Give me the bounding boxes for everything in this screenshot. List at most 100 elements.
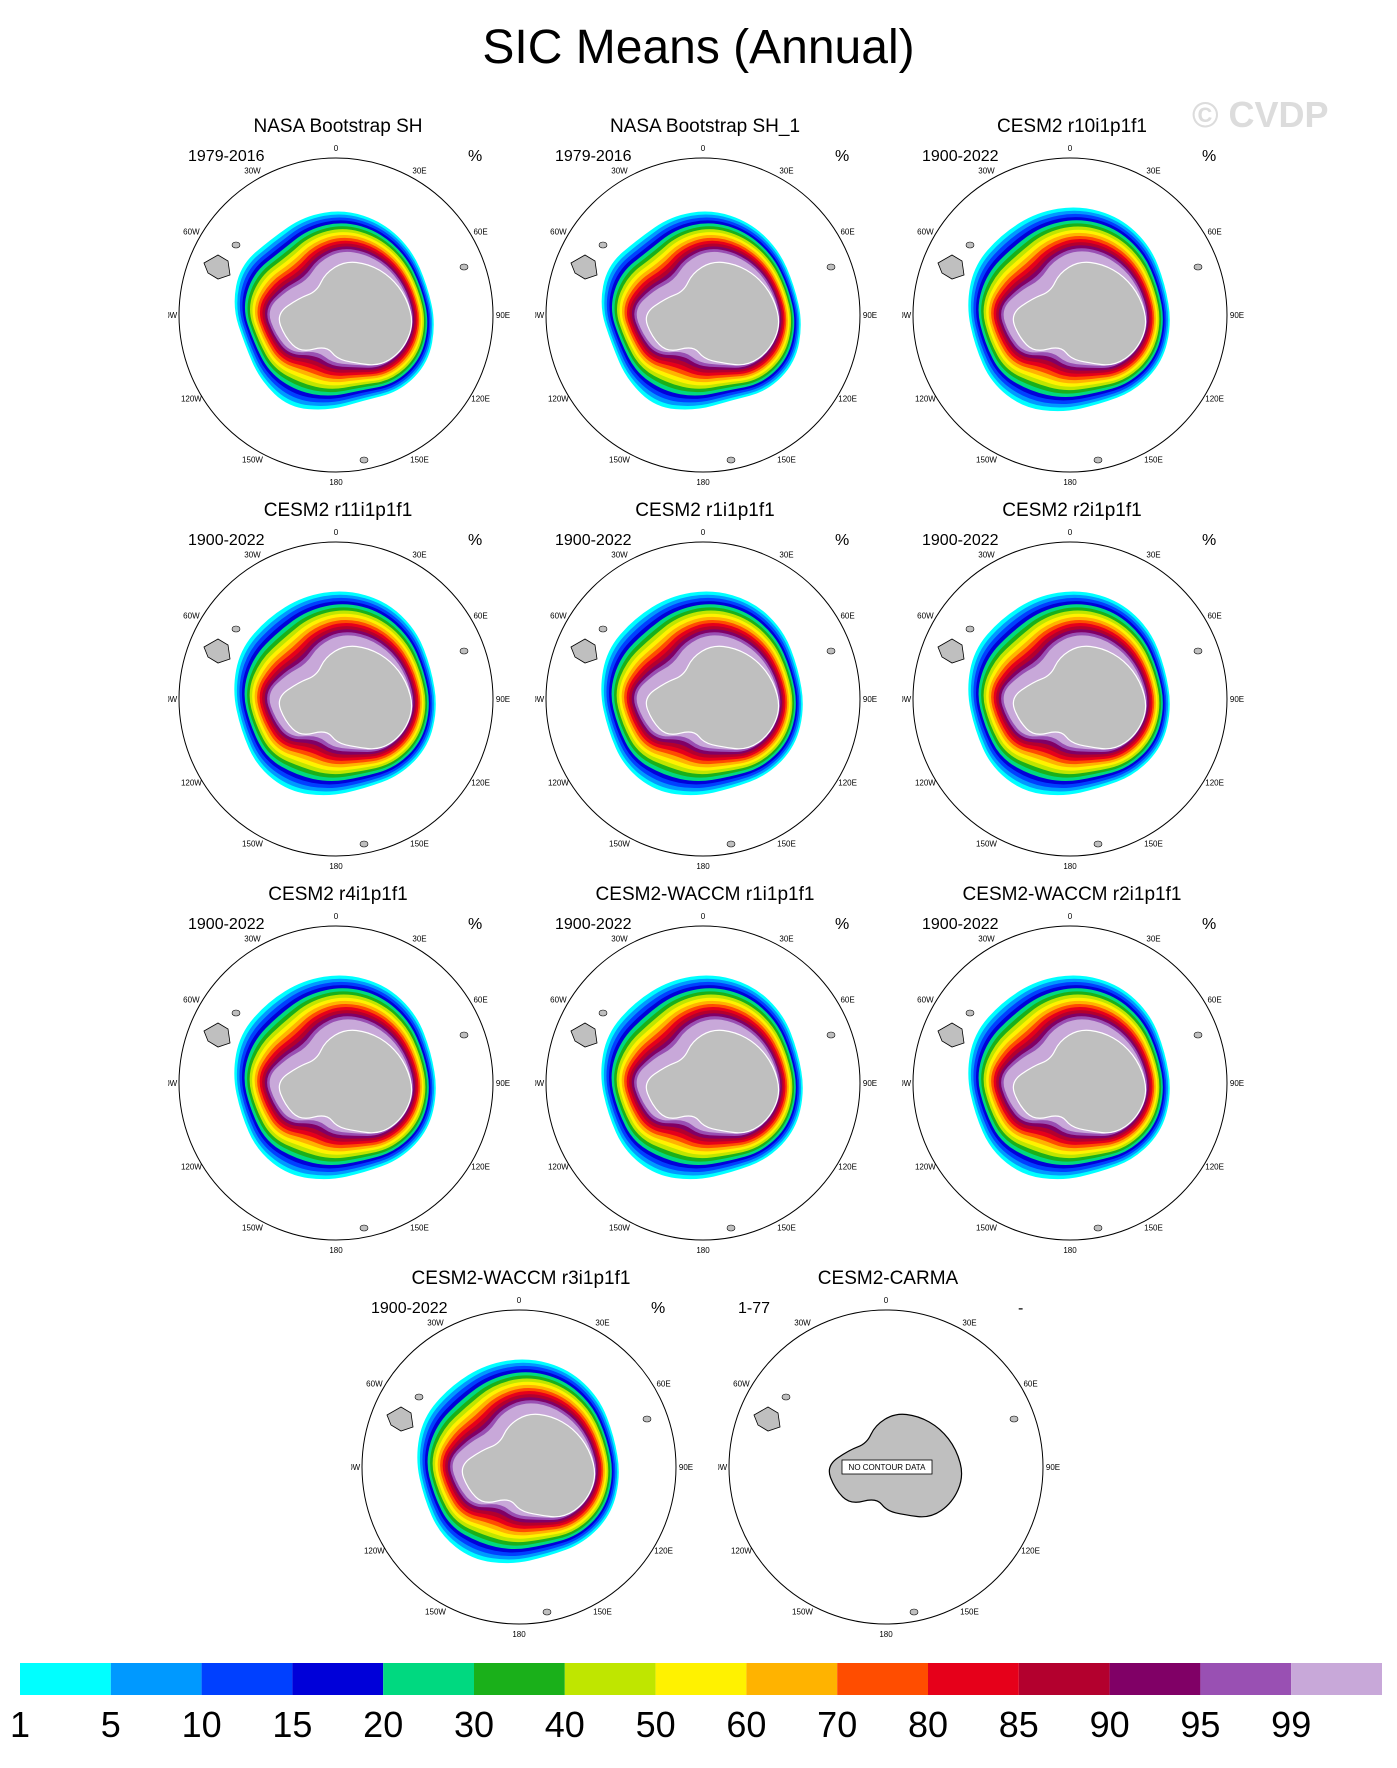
longitude-label: 0 — [884, 1296, 889, 1305]
antarctica-landmass — [1012, 645, 1147, 750]
south-america-tip — [570, 638, 598, 664]
longitude-label: 120E — [471, 395, 490, 404]
longitude-label: 30W — [611, 550, 628, 559]
polar-map: 0 30E 60E 90E 120E 150E 180 150W 120W 90W 60W 30W — [168, 912, 510, 1255]
polar-map: 0 30E 60E 90E 120E 150E 180 150W 120W 90W 60W 30W — [168, 144, 510, 487]
map-panel: 0 30E 60E 90E 120E 150E 180 150W 120W 90W 60W 30W NA… — [168, 116, 528, 487]
longitude-label: 120W — [364, 1547, 385, 1556]
panel-period: 1900-2022 — [188, 916, 265, 933]
longitude-label: 30W — [244, 550, 261, 559]
longitude-label: 120E — [1205, 779, 1224, 788]
south-america-tip — [203, 1022, 231, 1048]
longitude-label: 120W — [548, 779, 569, 788]
longitude-label: 120E — [1021, 1547, 1040, 1556]
polar-map: 0 30E 60E 90E 120E 150E 180 150W 120W 90W 60W 30W — [535, 912, 877, 1255]
longitude-label: 90W — [535, 1079, 545, 1088]
island — [598, 625, 608, 633]
longitude-label: 60W — [917, 612, 934, 621]
island — [642, 1415, 652, 1423]
colorbar-label: 60 — [726, 1704, 766, 1745]
longitude-label: 150W — [609, 456, 630, 465]
longitude-label: 60E — [840, 996, 854, 1005]
panel-title: CESM2-WACCM r1i1p1f1 — [595, 884, 815, 905]
watermark-text: © CVDP — [1192, 94, 1329, 135]
longitude-label: 150W — [425, 1608, 446, 1617]
island — [826, 1031, 836, 1039]
longitude-label: 180 — [696, 478, 710, 487]
island — [1009, 1415, 1019, 1423]
longitude-label: 30E — [1146, 550, 1160, 559]
panel-units: % — [468, 148, 483, 165]
longitude-label: 30W — [611, 934, 628, 943]
longitude-label: 150W — [609, 1224, 630, 1233]
longitude-label: 120E — [654, 1547, 673, 1556]
longitude-label: 30W — [244, 166, 261, 175]
island — [231, 1009, 241, 1017]
longitude-label: 150E — [410, 840, 429, 849]
island — [826, 647, 836, 655]
longitude-label: 60E — [473, 996, 487, 1005]
longitude-label: 90W — [718, 1463, 728, 1472]
island — [781, 1393, 791, 1401]
island — [231, 625, 241, 633]
map-panel: 0 30E 60E 90E 120E 150E 180 150W 120W 90W 60W 30W CE… — [351, 1268, 711, 1639]
longitude-label: 60W — [366, 1380, 383, 1389]
longitude-label: 150W — [792, 1608, 813, 1617]
longitude-label: 0 — [517, 1296, 522, 1305]
colorbar-label: 15 — [272, 1704, 312, 1745]
longitude-label: 120E — [1205, 1163, 1224, 1172]
longitude-label: 60W — [917, 996, 934, 1005]
map-panel: 0 30E 60E 90E 120E 150E 180 150W 120W 90W 60W 30W CE… — [902, 500, 1262, 871]
island — [965, 1009, 975, 1017]
longitude-label: 90W — [351, 1463, 361, 1472]
longitude-label: 150W — [242, 1224, 263, 1233]
no-data-box — [841, 1459, 933, 1475]
longitude-label: 90E — [496, 311, 510, 320]
longitude-label: 30W — [978, 166, 995, 175]
island — [459, 1031, 469, 1039]
longitude-label: 30W — [244, 934, 261, 943]
island — [726, 840, 736, 848]
panel-units: - — [1018, 1300, 1024, 1317]
island — [1193, 263, 1203, 271]
longitude-label: 180 — [1063, 1246, 1077, 1255]
island — [542, 1608, 552, 1616]
longitude-label: 180 — [329, 862, 343, 871]
island — [598, 241, 608, 249]
map-panel: 0 30E 60E 90E 120E 150E 180 150W 120W 90W 60W 30W CE… — [535, 884, 895, 1255]
longitude-label: 150E — [1144, 456, 1163, 465]
longitude-label: 90E — [1230, 1079, 1244, 1088]
island — [414, 1393, 424, 1401]
longitude-label: 90W — [168, 311, 178, 320]
longitude-label: 30E — [412, 550, 426, 559]
longitude-label: 60E — [656, 1380, 670, 1389]
panel-units: % — [1202, 916, 1217, 933]
south-america-tip — [937, 1022, 965, 1048]
longitude-label: 150W — [609, 840, 630, 849]
longitude-label: 0 — [1068, 144, 1073, 153]
longitude-label: 150E — [1144, 1224, 1163, 1233]
panel-title: CESM2 r10i1p1f1 — [997, 116, 1147, 137]
antarctica-landmass — [645, 261, 780, 366]
polar-map: 0 30E 60E 90E 120E 150E 180 150W 120W 90W 60W 30W — [902, 528, 1244, 871]
panel-period: 1900-2022 — [555, 532, 632, 549]
island — [909, 1608, 919, 1616]
longitude-label: 90W — [902, 695, 912, 704]
longitude-label: 30E — [779, 166, 793, 175]
longitude-label: 120W — [181, 1163, 202, 1172]
map-panel: 0 30E 60E 90E 120E 150E 180 150W 120W 90W 60W 30W CE… — [168, 500, 528, 871]
island — [359, 1224, 369, 1232]
island — [1193, 1031, 1203, 1039]
panel-period: 1900-2022 — [922, 532, 999, 549]
island — [726, 456, 736, 464]
longitude-label: 60W — [183, 228, 200, 237]
longitude-label: 150E — [777, 456, 796, 465]
map-panel: 0 30E 60E 90E 120E 150E 180 150W 120W 90W 60W 30W NO… — [718, 1268, 1078, 1639]
panel-title: CESM2 r2i1p1f1 — [1002, 500, 1142, 521]
longitude-label: 180 — [696, 862, 710, 871]
island — [1193, 647, 1203, 655]
longitude-label: 120W — [915, 395, 936, 404]
longitude-label: 0 — [334, 528, 339, 537]
south-america-tip — [203, 254, 231, 280]
longitude-label: 0 — [334, 144, 339, 153]
